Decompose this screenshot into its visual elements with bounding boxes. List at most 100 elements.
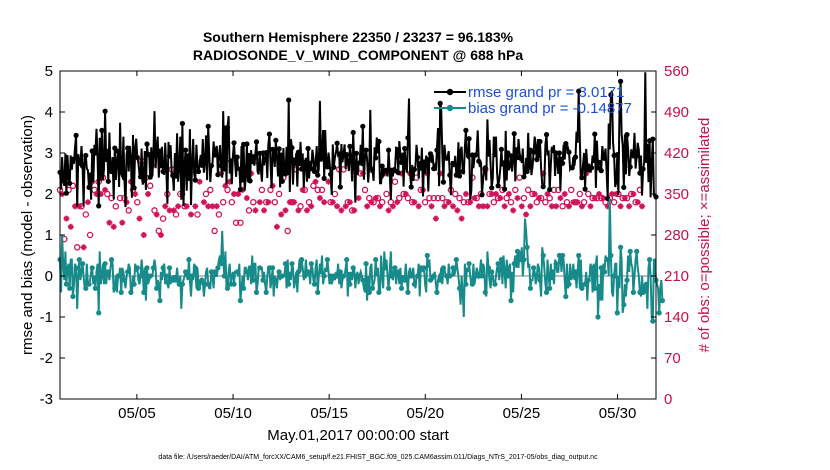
- bias-marker: [273, 277, 279, 283]
- bias-marker: [63, 281, 69, 287]
- obs-assimilated-marker: [192, 203, 199, 210]
- rmse-marker: [437, 100, 443, 106]
- obs-assimilated-marker: [544, 191, 551, 197]
- obs-possible-marker: [542, 198, 549, 206]
- bias-marker: [624, 277, 630, 283]
- rmse-marker: [444, 155, 450, 161]
- obs-possible-marker: [284, 227, 291, 235]
- bias-marker: [550, 269, 556, 275]
- bias-marker: [195, 285, 202, 291]
- rmse-marker: [331, 164, 337, 170]
- rmse-marker: [311, 168, 318, 175]
- bias-marker: [311, 281, 318, 287]
- obs-assimilated-marker: [334, 203, 341, 210]
- obs-possible-marker: [271, 198, 279, 206]
- obs-assimilated-marker: [591, 195, 598, 202]
- bias-marker: [508, 298, 514, 304]
- obs-assimilated-marker: [200, 199, 207, 206]
- bias-marker: [276, 269, 282, 275]
- bias-marker: [634, 248, 640, 254]
- obs-assimilated-marker: [329, 199, 336, 206]
- obs-assimilated-marker: [514, 195, 521, 202]
- x-tick-label: 05/25: [503, 405, 541, 422]
- obs-assimilated-marker: [351, 207, 358, 214]
- bias-marker: [505, 273, 511, 279]
- rmse-marker: [350, 129, 356, 136]
- rmse-marker: [244, 141, 250, 147]
- rmse-marker: [395, 170, 401, 176]
- bias-marker: [369, 285, 376, 291]
- rmse-marker: [221, 166, 227, 172]
- x-axis: 05/05 05/10 05/15 05/20 05/25 05/30: [118, 71, 636, 422]
- y-tick-label: -3: [40, 391, 53, 408]
- bias-marker: [305, 269, 311, 275]
- obs-assimilated-marker: [596, 191, 603, 197]
- obs-assimilated-marker: [561, 191, 568, 197]
- bias-marker: [337, 269, 343, 275]
- rmse-marker: [286, 97, 292, 103]
- rmse-marker: [73, 132, 79, 138]
- rmse-marker: [289, 145, 295, 151]
- rmse-marker: [96, 203, 102, 209]
- rmse-marker: [373, 155, 379, 161]
- bias-marker: [308, 261, 314, 267]
- rmse-marker: [189, 159, 195, 165]
- rmse-marker: [234, 154, 240, 160]
- bias-marker: [395, 269, 401, 275]
- rmse-marker: [183, 147, 189, 153]
- rmse-marker: [418, 165, 424, 171]
- rmse-marker: [366, 162, 372, 168]
- y-tick-label: 3: [45, 145, 53, 162]
- rmse-marker: [572, 154, 579, 160]
- obs-possible-marker: [202, 190, 210, 198]
- rmse-marker: [263, 150, 269, 156]
- rmse-marker: [531, 149, 537, 155]
- bias-marker: [553, 261, 559, 267]
- x-tick-label: 05/30: [599, 405, 637, 422]
- rmse-marker: [150, 153, 156, 159]
- obs-assimilated-marker: [80, 244, 87, 251]
- obs-possible-marker: [134, 198, 141, 206]
- rmse-marker: [215, 172, 221, 178]
- bias-marker: [456, 285, 463, 291]
- bias-marker: [70, 293, 76, 300]
- obs-possible-marker: [211, 227, 218, 235]
- rmse-marker: [205, 123, 211, 129]
- bias-marker: [437, 277, 443, 283]
- obs-assimilated-marker: [205, 203, 212, 210]
- obs-assimilated-marker: [261, 207, 268, 214]
- bias-marker: [601, 269, 608, 275]
- obs-assimilated-marker: [535, 195, 542, 202]
- rmse-marker: [137, 174, 144, 180]
- bias-marker: [215, 265, 221, 271]
- bias-marker: [379, 273, 385, 279]
- rmse-marker: [163, 166, 169, 172]
- y-axis-label: rmse and bias (model - observation): [19, 115, 36, 355]
- legend-rmse-label: rmse grand pr = 3.0171: [468, 84, 624, 101]
- rmse-marker: [634, 153, 640, 159]
- rmse-marker: [228, 158, 234, 164]
- bias-marker: [566, 281, 572, 287]
- obs-assimilated-marker: [570, 199, 577, 206]
- bias-marker: [434, 289, 440, 295]
- bias-series: [57, 198, 666, 324]
- bias-marker: [224, 285, 231, 291]
- obs-assimilated-marker: [355, 195, 362, 202]
- plot-area: [60, 71, 656, 399]
- rmse-marker: [70, 156, 76, 162]
- rmse-marker: [627, 164, 633, 170]
- chart-subtitle: RADIOSONDE_V_WIND_COMPONENT @ 688 hPa: [193, 47, 523, 63]
- rmse-marker: [640, 166, 646, 172]
- bias-marker: [659, 298, 666, 304]
- obs-possible-marker: [232, 219, 240, 226]
- rmse-marker: [579, 175, 585, 181]
- bias-marker: [398, 285, 405, 291]
- obs-assimilated-marker: [119, 219, 126, 226]
- bias-marker: [234, 269, 240, 275]
- obs-possible-marker: [507, 198, 515, 206]
- obs-possible-marker: [245, 207, 253, 214]
- bias-marker: [466, 261, 472, 267]
- obs-possible-marker: [439, 194, 446, 202]
- obs-assimilated-marker: [372, 195, 379, 202]
